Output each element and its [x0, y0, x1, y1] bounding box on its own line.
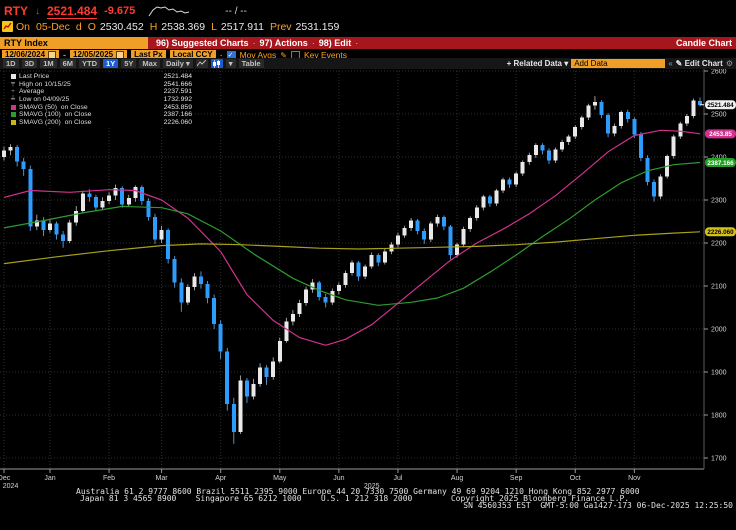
legend-row[interactable]: SMAVG (200) on Close 2226.060 [10, 119, 192, 127]
legend-row[interactable]: ┷ Low on 04/09/25 1732.992 [11, 95, 192, 104]
menu-suggested-charts[interactable]: 96) Suggested Charts [156, 38, 249, 48]
svg-text:2024: 2024 [3, 483, 19, 490]
svg-text:May: May [273, 475, 287, 482]
svg-text:2200: 2200 [711, 241, 727, 248]
chart-function-icon [2, 21, 13, 32]
session-on-label: On [16, 21, 31, 33]
chart-controls: 12/06/2024 - 12/05/2025 Last Px Local CC… [2, 50, 347, 60]
svg-text:Dec: Dec [0, 475, 11, 482]
collapse-panel-icon[interactable]: « [668, 59, 673, 68]
mov-avgs-label: Mov Avgs [239, 50, 277, 60]
svg-text:2521.484: 2521.484 [707, 102, 734, 109]
svg-text:Aug: Aug [451, 475, 464, 482]
legend-row[interactable]: SMAVG (50) on Close 2453.859 [10, 103, 192, 111]
svg-text:Jul: Jul [393, 475, 402, 482]
date-range-separator: - [63, 50, 67, 60]
menu-separator: · [311, 38, 315, 48]
quote-header: RTY ↓ 2521.484 -9.675 -- / -- [4, 3, 247, 19]
svg-text:2000: 2000 [711, 327, 727, 334]
svg-text:Mar: Mar [156, 475, 169, 482]
range-button-6m[interactable]: 6M [59, 59, 77, 68]
legend-row[interactable]: ┯ High on 10/15/25 2541.666 [11, 80, 192, 88]
low-value: 2517.911 [220, 21, 264, 33]
price-field-select[interactable]: Last Px [131, 50, 166, 60]
session-stats: On 05-Dec d O 2530.452 H 2538.369 L 2517.91… [16, 21, 339, 33]
line-chart-button[interactable] [195, 59, 208, 68]
key-events-label: Key Events [303, 50, 347, 60]
range-button-1y[interactable]: 1Y [103, 59, 119, 68]
session-flag: d [75, 21, 82, 33]
line-chart-icon [197, 60, 207, 67]
low-label: L [211, 21, 217, 33]
down-arrow-icon: ↓ [35, 5, 40, 17]
svg-text:2500: 2500 [711, 112, 727, 119]
legend-row[interactable]: SMAVG (100) on Close 2387.166 [10, 111, 192, 119]
footer-terminal-info: SN 4560353 EST GMT-5:00 Ga1427-173 06-De… [463, 501, 733, 510]
svg-text:2025: 2025 [364, 483, 380, 490]
price-change: -9.675 [104, 5, 136, 17]
svg-text:Feb: Feb [103, 475, 115, 482]
legend-row[interactable]: Last Price 2521.484 [10, 73, 192, 81]
range-button-ytd[interactable]: YTD [79, 59, 101, 68]
bid-ask-placeholder: -- / -- [225, 5, 247, 17]
svg-text:2387.166: 2387.166 [707, 160, 734, 167]
chart-legend[interactable]: Last Price 2521.484 ┯ High on 10/15/25 2541.… [8, 72, 194, 128]
add-data-input[interactable]: Add Data [571, 59, 666, 68]
svg-text:Jan: Jan [44, 475, 55, 482]
svg-text:1800: 1800 [711, 413, 727, 420]
frequency-select[interactable]: Daily ▾ [163, 59, 193, 68]
svg-text:2453.85: 2453.85 [709, 131, 732, 138]
svg-text:2300: 2300 [711, 198, 727, 205]
session-date: 05-Dec [36, 21, 70, 33]
menu-separator: · [355, 38, 359, 48]
range-button-1d[interactable]: 1D [3, 59, 19, 68]
svg-text:2100: 2100 [711, 284, 727, 291]
svg-text:Apr: Apr [215, 475, 227, 482]
open-value: 2530.452 [99, 21, 144, 33]
chart-type-dropdown[interactable]: ▾ [225, 59, 236, 68]
footer-contacts-line1: Australia 61 2 9777 8600 Brazil 5511 239… [76, 487, 640, 496]
range-button-5y[interactable]: 5Y [121, 59, 137, 68]
svg-text:Oct: Oct [570, 475, 581, 482]
related-data-button[interactable]: + Related Data ▾ [506, 59, 569, 68]
menu-edit[interactable]: 98) Edit [318, 38, 352, 48]
menu-bar: RTY Index 96) Suggested Charts · 97) Acti… [0, 37, 736, 49]
svg-text:1900: 1900 [711, 370, 727, 377]
intraday-sparkline-icon [148, 5, 190, 16]
footer-contacts-line2: Japan 81 3 4565 8900 Singapore 65 6212 1… [80, 494, 630, 503]
prev-label: Prev [269, 21, 292, 33]
price-chart[interactable]: 2600 2500 2400 2300 2200 2100 2000 1900 1800 1700… [0, 69, 736, 493]
svg-text:Sep: Sep [510, 475, 523, 482]
svg-text:2226.060: 2226.060 [707, 229, 734, 236]
high-value: 2538.369 [161, 21, 206, 33]
range-button-3d[interactable]: 3D [21, 59, 38, 68]
menu-separator: · [252, 38, 256, 48]
legend-row[interactable]: + Average 2237.591 [11, 87, 192, 96]
high-label: H [149, 21, 158, 33]
table-button[interactable]: Table [238, 59, 264, 68]
chart-settings-icon[interactable]: ⚙ [725, 59, 733, 68]
controls-separator: · [219, 50, 223, 60]
security-field[interactable]: RTY Index [0, 37, 148, 49]
period-toolbar: 1D 3D 1M 6M YTD 1Y 5Y Max Daily ▾ ▾ Tabl… [0, 58, 736, 69]
mov-avgs-edit-icon[interactable]: ✎ [280, 50, 287, 60]
range-button-1m[interactable]: 1M [40, 59, 57, 68]
menu-actions[interactable]: 97) Actions [259, 38, 308, 48]
svg-text:2600: 2600 [711, 69, 727, 76]
candle-chart-button[interactable] [210, 59, 223, 68]
prev-value: 2531.159 [295, 21, 340, 33]
svg-text:1700: 1700 [711, 456, 727, 463]
last-price: 2521.484 [47, 3, 98, 19]
svg-text:Nov: Nov [628, 475, 641, 482]
currency-select[interactable]: Local CCY [169, 50, 216, 60]
svg-text:2400: 2400 [711, 155, 727, 162]
chart-type-title: Candle Chart [675, 38, 732, 48]
range-button-max[interactable]: Max [139, 59, 160, 68]
ticker-symbol: RTY [4, 4, 28, 18]
svg-text:Jun: Jun [333, 475, 344, 482]
open-label: O [87, 21, 96, 33]
edit-chart-button[interactable]: ✎ Edit Chart [675, 59, 723, 68]
candle-chart-icon [213, 59, 221, 68]
